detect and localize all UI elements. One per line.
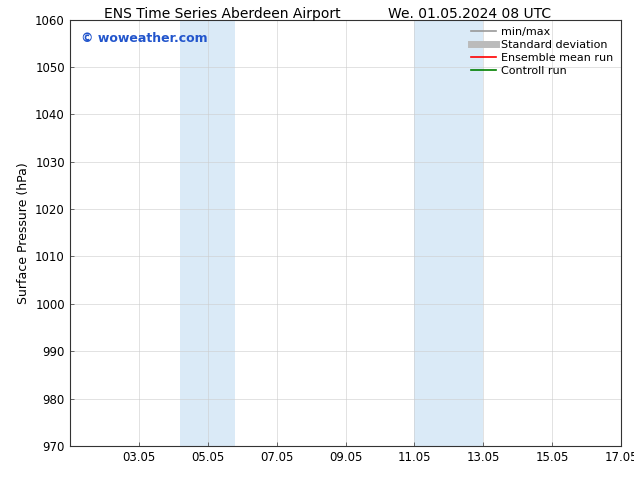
Text: © woweather.com: © woweather.com: [81, 32, 207, 46]
Legend: min/max, Standard deviation, Ensemble mean run, Controll run: min/max, Standard deviation, Ensemble me…: [467, 23, 618, 80]
Text: ENS Time Series Aberdeen Airport: ENS Time Series Aberdeen Airport: [103, 7, 340, 22]
Bar: [180, 20, 235, 446]
Bar: [415, 20, 483, 446]
Text: We. 01.05.2024 08 UTC: We. 01.05.2024 08 UTC: [387, 7, 551, 22]
Y-axis label: Surface Pressure (hPa): Surface Pressure (hPa): [16, 162, 30, 304]
